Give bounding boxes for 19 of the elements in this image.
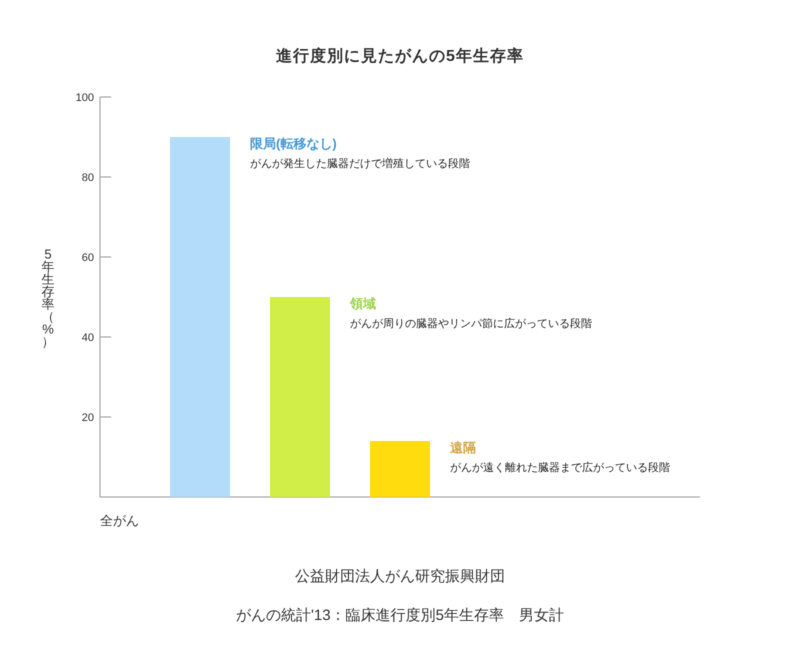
- series-label: 限局(転移なし): [250, 136, 337, 151]
- annotation: がんが周りの臓器やリンパ節に広がっている段階: [350, 317, 592, 330]
- y-tick-label: 20: [82, 412, 94, 424]
- series-label: 領域: [349, 296, 376, 311]
- y-tick-label: 100: [76, 92, 94, 104]
- bar: [370, 441, 430, 497]
- chart-title: 進行度別に見たがんの5年生存率: [275, 46, 524, 65]
- series-label: 遠隔: [449, 440, 476, 455]
- text: がんの統計'13：臨床進行度別5年生存率 男女計: [236, 607, 564, 624]
- y-axis-title: 5年生存率（%）: [42, 246, 54, 349]
- text: 公益財団法人がん研究振興財団: [295, 568, 505, 585]
- x-axis-title: 全がん: [100, 513, 139, 528]
- bar: [270, 297, 330, 497]
- annotation: がんが発生した臓器だけで増殖している段階: [250, 157, 470, 170]
- y-tick-label: 40: [82, 332, 94, 344]
- annotation: がんが遠く離れた臓器まで広がっている段階: [450, 461, 670, 474]
- bar: [170, 137, 230, 497]
- y-tick-label: 60: [82, 252, 94, 264]
- y-tick-label: 80: [82, 172, 94, 184]
